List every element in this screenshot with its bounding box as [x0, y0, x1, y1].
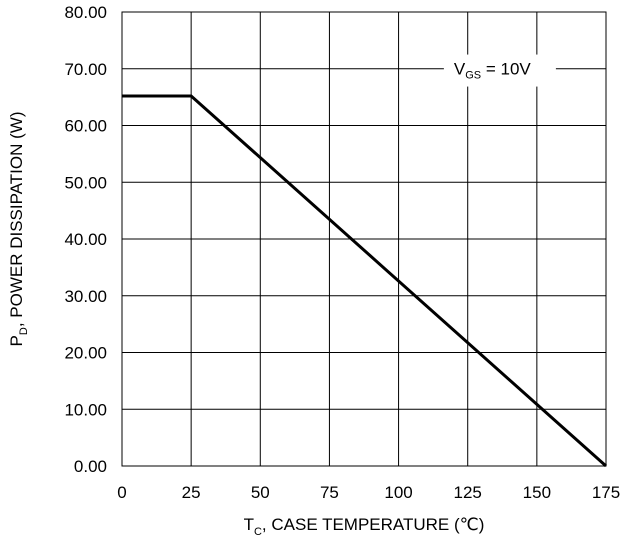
x-tick-label: 125: [454, 483, 482, 502]
derating-curve: [122, 94, 607, 468]
y-tick-label: 10.00: [64, 400, 107, 419]
x-tick-label: 100: [384, 483, 412, 502]
y-tick-labels: 0.00 10.00 20.00 30.00 40.00 50.00 60.00 70.00 8…: [64, 3, 107, 476]
y-axis-label-sub: D: [18, 327, 30, 335]
vgs-annotation-rest: = 10V: [481, 60, 531, 79]
x-tick-label: 50: [251, 483, 270, 502]
plot-frame: [121, 11, 607, 467]
y-tick-label: 70.00: [64, 60, 107, 79]
x-axis-label-main: T: [244, 515, 254, 534]
y-tick-label: 30.00: [64, 287, 107, 306]
x-axis-label: TC, CASE TEMPERATURE (℃): [244, 515, 485, 538]
x-tick-label: 175: [592, 483, 620, 502]
vgs-annotation-text: VGS = 10V: [454, 60, 532, 82]
x-axis-label-sub: C: [254, 526, 262, 538]
y-tick-label: 40.00: [64, 230, 107, 249]
vgs-annotation-background: [443, 54, 556, 87]
x-tick-label: 0: [117, 483, 126, 502]
y-tick-label: 80.00: [64, 3, 107, 22]
x-tick-label: 150: [523, 483, 551, 502]
y-axis-label-main: P: [7, 335, 26, 346]
vgs-annotation: VGS = 10V: [443, 54, 556, 87]
vgs-annotation-main: V: [454, 60, 466, 79]
vgs-annotation-sub: GS: [465, 70, 481, 82]
series-layer: [122, 94, 607, 468]
y-tick-label: 20.00: [64, 344, 107, 363]
y-tick-label: 60.00: [64, 117, 107, 136]
x-tick-label: 75: [320, 483, 339, 502]
y-tick-label: 0.00: [74, 457, 107, 476]
x-tick-labels: 0 25 50 75 100 125 150 175: [117, 483, 620, 502]
y-axis-label-rest: , POWER DISSIPATION (W): [7, 112, 26, 328]
x-axis-label-rest: , CASE TEMPERATURE (℃): [262, 515, 485, 534]
y-tick-label: 50.00: [64, 173, 107, 192]
x-tick-label: 25: [182, 483, 201, 502]
y-axis-label: PD, POWER DISSIPATION (W): [7, 112, 30, 347]
